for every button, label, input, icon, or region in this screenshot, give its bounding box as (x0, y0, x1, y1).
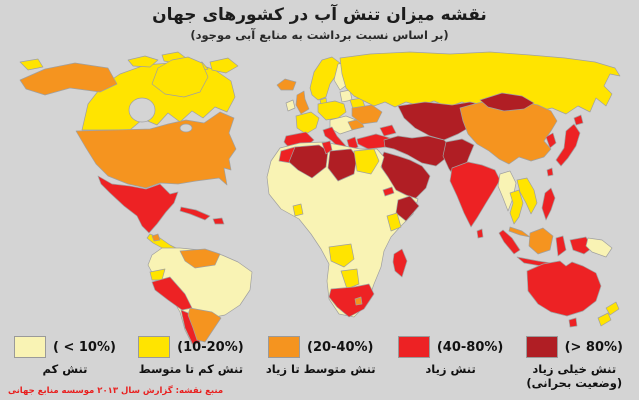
region-sumatra (498, 229, 521, 255)
legend-label: تنش متوسط تا زیاد (265, 362, 376, 376)
region-usa (75, 111, 237, 189)
great-lakes (179, 123, 193, 133)
legend-label-line1: تنش خیلی زیاد (532, 362, 617, 376)
region-uk (295, 90, 310, 115)
region-kenya (386, 212, 402, 232)
region-sri-lanka (476, 228, 484, 239)
legend-label: تنش کم (42, 362, 88, 376)
region-korea (545, 132, 557, 149)
region-arctic-island (127, 55, 159, 68)
region-alaska-island (19, 58, 44, 71)
region-venezuela (179, 248, 221, 269)
region-tunisia (321, 140, 333, 155)
region-somalia (395, 195, 420, 222)
region-egypt (353, 148, 380, 175)
region-ireland (285, 99, 296, 112)
region-malaysia (508, 226, 531, 238)
legend-item-critical: (> 80%) تنش خیلی زیاد (وضعیت بحرانی) (525, 336, 623, 391)
region-papua-new-guinea (585, 237, 613, 258)
legend-range: ( < 10%) (53, 339, 116, 355)
region-taiwan (546, 167, 554, 177)
legend-swatch-low (14, 336, 46, 358)
region-australia (526, 260, 602, 317)
region-lesotho (354, 296, 363, 306)
map-source-credit: منبع نقشه: گزارش سال ۲۰۱۳ موسسه منابع جه… (8, 386, 224, 396)
region-indochina (516, 177, 538, 215)
region-thailand (509, 189, 524, 225)
region-eritrea (382, 186, 395, 197)
legend-item-high: (40-80%) تنش زیاد (397, 336, 504, 376)
legend-item-low-medium: (10-20%) تنش کم تا متوسط (138, 336, 244, 376)
region-papua-west (569, 236, 593, 255)
region-south-africa (328, 283, 375, 318)
legend-item-low: ( < 10%) تنش کم (14, 336, 116, 376)
legend: ( < 10%) تنش کم (10-20%) تنش کم تا متوسط… (0, 336, 639, 391)
region-france (295, 111, 320, 135)
region-iceland (276, 78, 297, 91)
region-angola (328, 243, 355, 268)
region-madagascar (392, 248, 408, 278)
region-chile (180, 309, 201, 346)
region-hispaniola (212, 217, 225, 225)
region-borneo (528, 227, 554, 255)
page-title: نقشه میزان تنش آب در کشورهای جهان (152, 5, 487, 25)
region-mexico (97, 175, 179, 234)
legend-swatch-low-medium (138, 336, 171, 358)
region-argentina (187, 307, 222, 343)
region-myanmar (497, 170, 517, 212)
legend-label: تنش زیاد (425, 362, 476, 376)
region-russia (339, 51, 621, 115)
legend-swatch-medium-high (268, 336, 300, 358)
region-japan (555, 123, 581, 167)
legend-range: (> 80%) (564, 339, 623, 355)
region-germany-poland (317, 100, 347, 121)
region-botswana (340, 268, 360, 290)
legend-range: (10-20%) (177, 339, 244, 355)
region-philippines (541, 187, 556, 221)
legend-range: (40-80%) (436, 339, 504, 355)
region-ghana (292, 203, 304, 217)
region-cuba (179, 206, 211, 221)
legend-range: (20-40%) (307, 339, 374, 355)
legend-swatch-high (397, 336, 430, 358)
region-tasmania (568, 317, 578, 328)
region-arctic-island (209, 57, 239, 74)
page-subtitle: (بر اساس نسبت برداشت به منابع آبی موجود) (190, 28, 449, 42)
legend-item-medium-high: (20-40%) تنش متوسط تا زیاد (266, 336, 376, 376)
region-africa (266, 141, 419, 318)
region-hokkaido (573, 114, 584, 126)
hudson-bay (128, 97, 156, 123)
region-algeria (288, 144, 329, 179)
region-mongolia (479, 92, 535, 112)
legend-label-line2: (وضعیت بحرانی) (526, 376, 623, 391)
legend-swatch-critical (525, 336, 558, 358)
region-india (449, 161, 501, 228)
legend-label: تنش کم تا متوسط (138, 362, 244, 376)
region-caucasus (379, 124, 397, 137)
region-sulawesi (555, 235, 567, 257)
map-header: نقشه میزان تنش آب در کشورهای جهان (بر اس… (0, 5, 639, 42)
region-guatemala (151, 233, 161, 242)
region-alaska (19, 62, 118, 96)
region-new-zealand (597, 312, 612, 327)
region-greenland (151, 56, 209, 98)
legend-label: تنش خیلی زیاد (وضعیت بحرانی) (526, 362, 622, 391)
region-new-zealand (605, 301, 620, 316)
region-libya (327, 148, 358, 182)
region-peru (151, 276, 193, 311)
